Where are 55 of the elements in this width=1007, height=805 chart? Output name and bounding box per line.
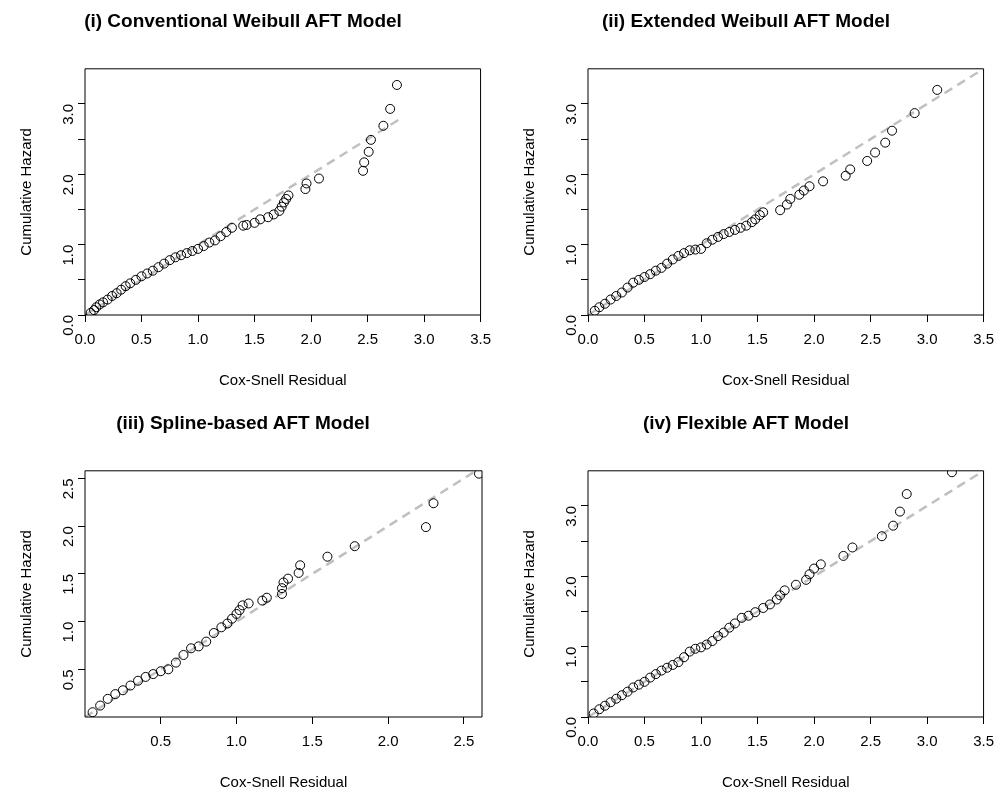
x-tick-label: 0.5: [131, 330, 152, 348]
x-tick-label: 2.5: [357, 330, 378, 348]
chart-title: (iii) Spline-based AFT Model: [116, 411, 370, 433]
x-tick-label: 1.5: [747, 732, 768, 750]
y-tick-label: 1.5: [59, 573, 77, 595]
y-tick-label: 1.0: [562, 244, 580, 266]
x-tick-label: 1.0: [690, 330, 712, 348]
x-tick-label: 2.5: [860, 330, 881, 348]
x-tick-label: 2.5: [453, 732, 475, 750]
x-tick-label: 3.5: [973, 330, 994, 348]
y-axis-title: Cumulative Hazard: [17, 128, 35, 256]
y-tick-label: 0.5: [59, 669, 77, 691]
y-axis-title: Cumulative Hazard: [520, 530, 538, 658]
x-tick-label: 2.0: [803, 330, 825, 348]
x-tick-label: 3.5: [973, 732, 994, 750]
x-tick-label: 0.0: [577, 330, 599, 348]
x-tick-label: 0.0: [577, 732, 599, 750]
chart-title: (iv) Flexible AFT Model: [642, 411, 850, 433]
x-tick-label: 1.5: [244, 330, 265, 348]
x-tick-label: 3.5: [470, 330, 491, 348]
x-axis-title: Cox-Snell Residual: [219, 371, 347, 389]
y-tick-label: 3.0: [562, 103, 580, 125]
y-tick-label: 2.0: [59, 174, 77, 196]
x-axis-title: Cox-Snell Residual: [219, 773, 348, 791]
y-tick-label: 1.0: [59, 244, 77, 266]
x-tick-label: 3.0: [413, 330, 435, 348]
x-tick-label: 0.5: [634, 732, 655, 750]
y-tick-label: 2.0: [562, 576, 580, 598]
y-tick-label: 2.0: [562, 174, 580, 196]
x-tick-label: 1.0: [690, 732, 712, 750]
x-tick-label: 2.5: [860, 732, 881, 750]
x-tick-label: 1.5: [747, 330, 768, 348]
y-tick-label: 1.0: [59, 621, 77, 643]
x-tick-label: 0.0: [74, 330, 96, 348]
y-axis-title: Cumulative Hazard: [17, 530, 35, 658]
x-tick-label: 1.5: [301, 732, 323, 750]
x-axis-title: Cox-Snell Residual: [722, 773, 850, 791]
x-tick-label: 2.0: [300, 330, 322, 348]
y-tick-label: 2.0: [59, 526, 77, 548]
y-tick-label: 2.5: [59, 478, 77, 500]
x-tick-label: 3.0: [916, 732, 938, 750]
x-tick-label: 1.0: [187, 330, 209, 348]
chart-title: (i) Conventional Weibull AFT Model: [84, 9, 402, 31]
x-axis-title: Cox-Snell Residual: [722, 371, 850, 389]
y-axis-title: Cumulative Hazard: [520, 128, 538, 256]
x-tick-label: 1.0: [226, 732, 247, 750]
x-tick-label: 0.5: [634, 330, 655, 348]
x-tick-label: 2.0: [803, 732, 825, 750]
y-tick-label: 3.0: [59, 103, 77, 125]
x-tick-label: 0.5: [150, 732, 172, 750]
x-tick-label: 3.0: [916, 330, 938, 348]
y-tick-label: 1.0: [562, 646, 580, 668]
chart-title: (ii) Extended Weibull AFT Model: [601, 9, 891, 31]
y-tick-label: 3.0: [562, 505, 580, 527]
x-tick-label: 2.0: [377, 732, 399, 750]
